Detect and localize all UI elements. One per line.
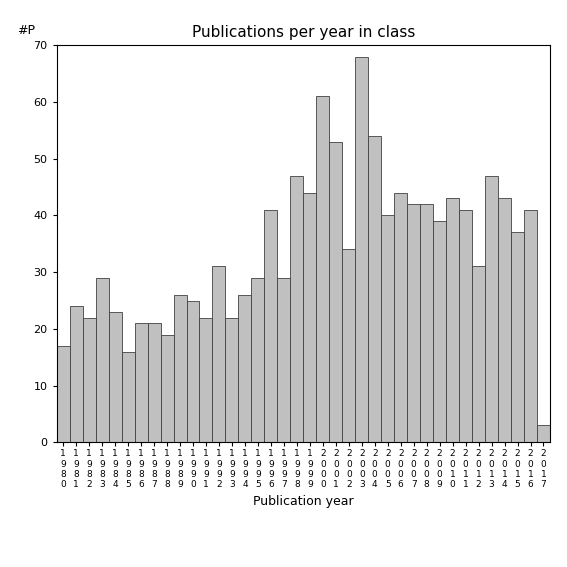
- Bar: [485, 176, 498, 442]
- Bar: [459, 210, 472, 442]
- Bar: [277, 278, 290, 442]
- Bar: [226, 318, 239, 442]
- Bar: [472, 266, 485, 442]
- Bar: [96, 278, 109, 442]
- Bar: [356, 57, 368, 442]
- Bar: [329, 142, 342, 442]
- Bar: [433, 221, 446, 442]
- Bar: [213, 266, 226, 442]
- Bar: [511, 232, 524, 442]
- Bar: [368, 136, 381, 442]
- Bar: [394, 193, 407, 442]
- Bar: [121, 352, 134, 442]
- Bar: [381, 215, 394, 442]
- Bar: [290, 176, 303, 442]
- Bar: [57, 346, 70, 442]
- Bar: [303, 193, 316, 442]
- Bar: [537, 425, 550, 442]
- Bar: [407, 204, 420, 442]
- Bar: [70, 306, 83, 442]
- Bar: [160, 335, 174, 442]
- Bar: [524, 210, 537, 442]
- Bar: [342, 249, 356, 442]
- Text: #P: #P: [17, 24, 35, 37]
- Bar: [446, 198, 459, 442]
- Bar: [187, 301, 200, 442]
- Bar: [174, 295, 187, 442]
- Bar: [147, 323, 160, 442]
- Bar: [200, 318, 213, 442]
- Bar: [316, 96, 329, 442]
- Bar: [264, 210, 277, 442]
- Bar: [420, 204, 433, 442]
- Bar: [109, 312, 121, 442]
- X-axis label: Publication year: Publication year: [253, 495, 354, 508]
- Bar: [239, 295, 251, 442]
- Bar: [251, 278, 264, 442]
- Bar: [134, 323, 147, 442]
- Bar: [498, 198, 511, 442]
- Title: Publications per year in class: Publications per year in class: [192, 25, 415, 40]
- Bar: [83, 318, 96, 442]
